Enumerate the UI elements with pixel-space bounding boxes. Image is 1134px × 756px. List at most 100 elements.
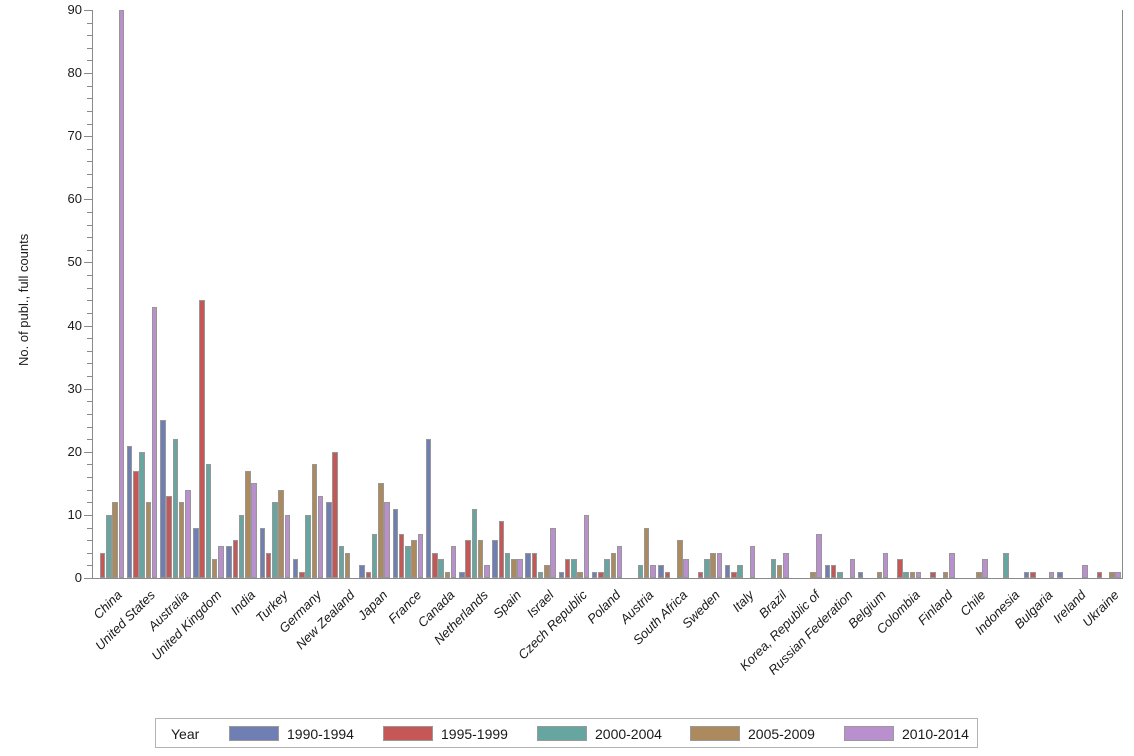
y-axis-minor-tick: [87, 413, 92, 415]
bar-china-2005-2009: [112, 502, 118, 578]
bar-france-1995-1999: [398, 533, 405, 578]
bar-israel-1990-1994: [525, 552, 531, 578]
bar-united-states-2010-2014: [151, 306, 158, 578]
y-axis-minor-tick: [87, 249, 92, 251]
bar-united-states-2000-2004: [139, 451, 145, 578]
y-axis-tick-label-10: 10: [67, 506, 82, 522]
bar-united-states-1995-1999: [133, 470, 139, 578]
bar-poland-2010-2014: [616, 546, 623, 578]
bar-belgium-1990-1994: [857, 571, 864, 578]
bar-czech-republic-2005-2009: [577, 571, 583, 578]
y-axis-minor-tick: [87, 85, 92, 87]
bar-australia-1990-1994: [160, 420, 166, 578]
bar-colombia-2010-2014: [915, 571, 922, 578]
bar-turkey-2000-2004: [272, 502, 278, 578]
bar-czech-republic-1995-1999: [564, 559, 571, 578]
bar-austria-2000-2004: [637, 565, 644, 578]
bar-new-zealand-1995-1999: [332, 451, 338, 578]
bar-south-africa-2005-2009: [677, 540, 683, 578]
bar-japan-1995-1999: [365, 571, 372, 578]
bar-austria-2005-2009: [643, 527, 650, 578]
bar-israel-2000-2004: [537, 571, 544, 578]
x-axis-label-japan: Japan: [355, 587, 391, 623]
bar-canada-2000-2004: [438, 559, 444, 578]
y-axis-minor-tick: [87, 464, 92, 466]
bar-new-zealand-2000-2004: [338, 546, 345, 578]
bar-italy-2000-2004: [737, 565, 743, 578]
legend-title: Year: [171, 726, 200, 742]
bar-czech-republic-2010-2014: [583, 514, 590, 578]
x-axis-label-finland: Finland: [914, 587, 956, 629]
bar-czech-republic-2000-2004: [571, 559, 577, 578]
legend-label-2010-2014: 2010-2014: [902, 726, 969, 742]
bar-new-zealand-1990-1994: [326, 502, 332, 578]
y-axis-minor-tick: [87, 426, 92, 428]
bar-germany-1990-1994: [292, 559, 299, 578]
bar-germany-1995-1999: [299, 571, 305, 578]
y-axis-minor-tick: [87, 552, 92, 554]
bar-brazil-2005-2009: [776, 565, 783, 578]
legend-label-2005-2009: 2005-2009: [748, 726, 815, 742]
y-axis-major-tick: [84, 451, 92, 453]
bar-united-kingdom-2000-2004: [205, 464, 212, 578]
bar-czech-republic-1990-1994: [558, 571, 565, 578]
bar-japan-1990-1994: [359, 565, 365, 578]
y-axis-tick-label-90: 90: [67, 2, 82, 17]
y-axis-tick-label-30: 30: [67, 380, 82, 396]
bar-korea-republic-of-2010-2014: [816, 533, 822, 578]
bar-turkey-2005-2009: [278, 489, 284, 578]
y-axis-minor-tick: [87, 312, 92, 314]
y-axis-minor-tick: [87, 174, 92, 176]
y-axis-minor-tick: [87, 489, 92, 491]
y-axis-major-tick: [84, 514, 92, 516]
bar-poland-1990-1994: [591, 571, 598, 578]
bar-spain-2000-2004: [504, 552, 511, 578]
bar-poland-2005-2009: [610, 552, 617, 578]
y-axis-tick-label-0: 0: [74, 570, 82, 585]
bar-india-2000-2004: [238, 514, 245, 578]
bar-colombia-2005-2009: [909, 571, 916, 578]
bar-south-africa-1995-1999: [664, 571, 671, 578]
bar-japan-2000-2004: [371, 533, 378, 578]
bar-netherlands-2000-2004: [471, 508, 478, 578]
x-axis-line: [92, 578, 1123, 579]
bar-indonesia-2000-2004: [1003, 552, 1009, 578]
bar-turkey-2010-2014: [284, 514, 291, 578]
bar-india-2005-2009: [245, 470, 251, 578]
bar-china-2010-2014: [118, 10, 125, 578]
y-axis-minor-tick: [87, 300, 92, 302]
y-axis-minor-tick: [87, 237, 92, 239]
bar-united-states-1990-1994: [126, 445, 133, 578]
bar-canada-1995-1999: [432, 552, 438, 578]
bar-united-kingdom-1990-1994: [193, 527, 199, 578]
y-axis-minor-tick: [87, 338, 92, 340]
y-axis-minor-tick: [87, 35, 92, 37]
bar-spain-2010-2014: [517, 559, 523, 578]
y-axis-minor-tick: [87, 540, 92, 542]
y-axis-major-tick: [84, 578, 92, 579]
bar-australia-2005-2009: [178, 502, 185, 578]
bar-germany-2010-2014: [317, 496, 324, 578]
y-axis-tick-label-50: 50: [67, 254, 82, 270]
x-axis-label-poland: Poland: [584, 587, 624, 627]
bar-china-1995-1999: [99, 552, 106, 578]
legend-swatch-2005-2009: [690, 726, 740, 741]
bar-ukraine-2005-2009: [1109, 571, 1115, 578]
legend-swatch-1990-1994: [229, 726, 279, 741]
y-axis-minor-tick: [87, 376, 92, 378]
bar-austria-2010-2014: [650, 565, 656, 578]
bar-china-2000-2004: [106, 514, 112, 578]
bar-united-kingdom-1995-1999: [199, 300, 205, 578]
bar-netherlands-2010-2014: [484, 565, 490, 578]
bar-united-kingdom-2005-2009: [211, 559, 218, 578]
y-axis-minor-tick: [87, 60, 92, 62]
bar-chile-2005-2009: [976, 571, 982, 578]
bar-south-africa-1990-1994: [658, 565, 664, 578]
bar-bulgaria-1995-1999: [1030, 571, 1036, 578]
legend-swatch-2000-2004: [537, 726, 587, 741]
y-axis-minor-tick: [87, 477, 92, 479]
bar-russian-federation-2000-2004: [837, 571, 843, 578]
y-axis-minor-tick: [87, 98, 92, 100]
bar-india-1995-1999: [232, 540, 239, 578]
